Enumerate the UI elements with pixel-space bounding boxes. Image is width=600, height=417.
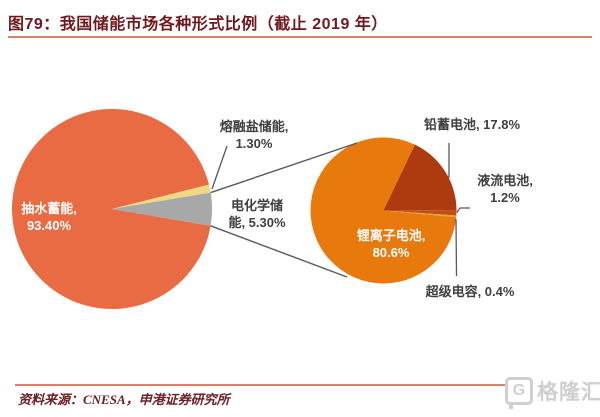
connector-line-bottom bbox=[210, 225, 348, 278]
slice-electrochemical bbox=[112, 192, 213, 226]
gelonghui-logo-text: 格隆汇 bbox=[537, 381, 600, 404]
slice-flow-battery bbox=[383, 210, 457, 216]
slice-lead-acid bbox=[383, 144, 457, 211]
label-flow-battery: 液流电池, 1.2% bbox=[477, 173, 533, 205]
pie-main bbox=[12, 108, 213, 309]
slice-lithium-ion bbox=[310, 137, 457, 284]
leader-line-flow-battery bbox=[456, 207, 470, 213]
slice-molten-salt bbox=[112, 184, 211, 209]
label-supercapacitor: 超级电容, 0.4% bbox=[425, 284, 515, 299]
label-electrochemical: 电化学储 能, 5.30% bbox=[228, 198, 286, 230]
label-lithium-ion: 锂离子电池, 80.6% bbox=[356, 228, 426, 260]
source-note: 资料来源：CNESA，申港证券研究所 bbox=[18, 392, 230, 407]
label-molten-salt: 熔融盐储能, 1.30% bbox=[219, 119, 289, 151]
leader-line-molten-salt bbox=[211, 145, 228, 190]
pie-secondary bbox=[310, 137, 457, 284]
gelonghui-logo-icon: G bbox=[505, 377, 533, 409]
connector-line-top bbox=[210, 142, 358, 194]
gelonghui-watermark: G 格隆汇 bbox=[505, 376, 600, 409]
slice-pumped-hydro bbox=[12, 108, 211, 309]
footer-divider bbox=[15, 384, 507, 386]
title-underline bbox=[8, 36, 592, 38]
label-lead-acid: 铅蓄电池, 17.8% bbox=[423, 117, 521, 132]
figure-title: 图79：我国储能市场各种形式比例（截止 2019 年） bbox=[8, 16, 388, 33]
leader-line-supercapacitor bbox=[455, 218, 458, 277]
slice-supercapacitor bbox=[383, 210, 457, 218]
label-pumped-hydro: 抽水蓄能, 93.40% bbox=[21, 201, 77, 233]
